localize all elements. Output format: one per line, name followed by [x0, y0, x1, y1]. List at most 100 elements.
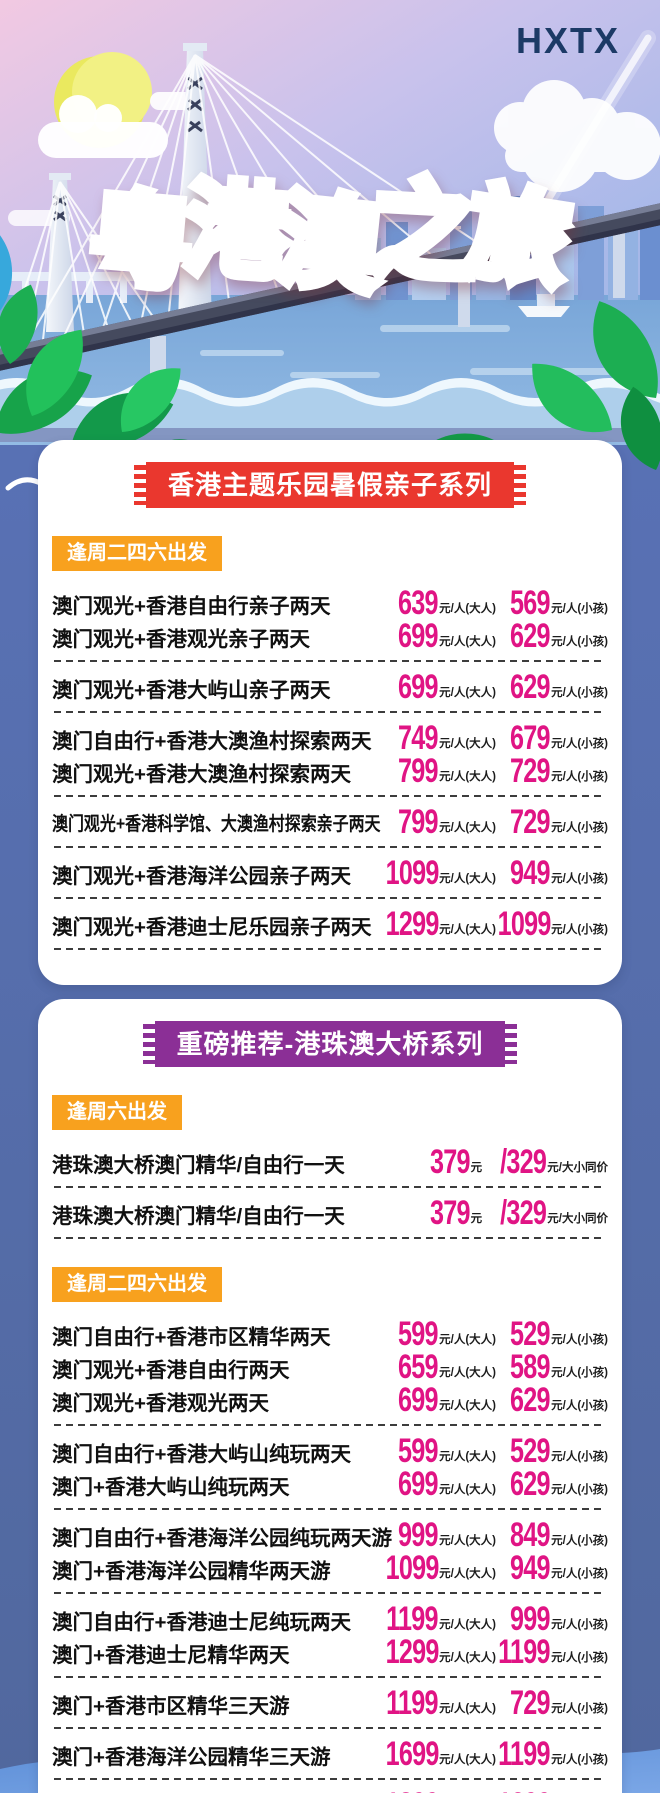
tour-name: 澳门观光+香港海洋公园亲子两天	[52, 864, 351, 888]
price-adult: 999 元/人(大人)	[384, 1518, 496, 1552]
departure-badge: 逢周二四六出发	[52, 536, 222, 571]
price-value: 1199	[386, 1684, 439, 1723]
tour-name: 澳门观光+香港观光两天	[52, 1391, 269, 1415]
price-value: 639	[398, 584, 439, 623]
price-group: 1299 元/人(大人) 1199 元/人(小孩)	[384, 1635, 608, 1669]
price-child: 629 元/人(小孩)	[498, 617, 608, 656]
price-adult: 699 元/人(大人)	[384, 1383, 496, 1417]
price-value: 659	[398, 1348, 439, 1387]
price-unit: 元/人(小孩)	[551, 737, 608, 750]
price-unit: 元/人(大人)	[439, 1366, 496, 1379]
tour-group: 澳门+香港海洋公园精华三天游 1699 元/人(大人) 1199 元/人(小孩)	[52, 1732, 608, 1775]
price-adult: 599 元/人(大人)	[384, 1432, 496, 1471]
price-adult: 1099 元/人(大人)	[384, 1551, 496, 1585]
section-banner-label: 重磅推荐-港珠澳大桥系列	[176, 1029, 484, 1059]
price-unit: 元/人(大人)	[439, 821, 496, 834]
dashed-divider	[54, 846, 606, 848]
price-value: 589	[510, 1348, 551, 1387]
departure-badge: 逢周六出发	[52, 1095, 182, 1130]
tour-row: 澳门自由行+香港大屿山纯玩两天 599 元/人(大人) 529 元/人(小孩)	[52, 1432, 608, 1471]
dashed-divider	[54, 660, 606, 662]
tour-name: 澳门自由行+香港市区精华两天	[52, 1325, 331, 1349]
price-unit: 元/大小同价	[547, 1161, 608, 1174]
tour-name: 港珠澳大桥澳门精华/自由行一天	[52, 1153, 345, 1177]
price-adult: 659 元/人(大人)	[384, 1348, 496, 1387]
series-card-hk-theme-park-series: 香港主题乐园暑假亲子系列 逢周二四六出发 澳门观光+香港自由行亲子两天 639 元/人(…	[38, 440, 622, 985]
price-group: 379 元/329 元/大小同价	[416, 1145, 608, 1179]
tour-row: 澳门观光+香港大屿山亲子两天 699 元/人(大人) 629 元/人(小孩)	[52, 668, 608, 707]
price-unit: 元/人(小孩)	[551, 1450, 608, 1463]
tour-row: 港珠澳大桥澳门精华/自由行一天 379 元/329 元/大小同价	[52, 1145, 608, 1179]
price-value: 1699	[385, 1735, 439, 1774]
price-group: 1299 元/人(大人) 1099 元/人(小孩)	[384, 907, 608, 941]
price-value: 629	[510, 668, 551, 707]
price-unit: 元/人(小孩)	[551, 1399, 608, 1412]
section-banner-label: 香港主题乐园暑假亲子系列	[167, 470, 492, 500]
tour-group: 港珠澳大桥澳门精华/自由行一天 379 元/329 元/大小同价	[52, 1140, 608, 1183]
price-group: 639 元/人(大人) 569 元/人(小孩)	[384, 584, 608, 623]
price-unit: 元/人(大人)	[439, 1702, 496, 1715]
price-child: 729 元/人(小孩)	[498, 1686, 608, 1720]
tour-group: 澳门观光+香港科学馆、大澳渔村探索亲子两天 799 元/人(大人) 729 元/人(小孩…	[52, 800, 608, 843]
price-unit: 元/人(大人)	[439, 923, 496, 936]
price-value: 629	[510, 617, 551, 656]
price-value: 999	[510, 1600, 551, 1639]
price-child: 629 元/人(小孩)	[498, 1383, 608, 1417]
price-adult: 699 元/人(大人)	[384, 1467, 496, 1501]
dashed-divider	[54, 711, 606, 713]
price-value: 629	[510, 1465, 551, 1504]
price-unit: 元/人(大人)	[439, 1534, 496, 1547]
price-child: 529 元/人(小孩)	[498, 1315, 608, 1354]
price-unit: 元/人(小孩)	[551, 686, 608, 699]
dashed-divider	[54, 1508, 606, 1510]
price-value: 379	[429, 1194, 470, 1233]
price-unit: 元/人(大人)	[439, 1483, 496, 1496]
price-group: 659 元/人(大人) 589 元/人(小孩)	[384, 1348, 608, 1387]
tour-name: 澳门+香港市区精华三天游	[52, 1694, 290, 1718]
price-unit: 元/人(小孩)	[551, 602, 608, 615]
price-value: 1899	[385, 1788, 439, 1793]
price-adult: 749 元/人(大人)	[384, 721, 496, 755]
price-unit: 元/人(大人)	[439, 686, 496, 699]
price-unit: 元/人(小孩)	[551, 1651, 608, 1664]
tour-name: 澳门自由行+香港大澳渔村探索两天	[52, 729, 372, 753]
price-unit: 元/人(小孩)	[551, 821, 608, 834]
price-unit: 元/人(大人)	[439, 1567, 496, 1580]
price-unit: 元	[470, 1212, 483, 1225]
price-child: 529 元/人(小孩)	[498, 1434, 608, 1468]
price-combined: 379 元	[416, 1145, 482, 1179]
price-adult: 1299 元/人(大人)	[384, 1635, 496, 1669]
price-adult: 1199 元/人(大人)	[384, 1684, 496, 1723]
price-value: 1299	[497, 1788, 551, 1793]
tour-row: 澳门观光+香港迪士尼乐园亲子两天 1299 元/人(大人) 1099 元/人(小孩)	[52, 907, 608, 941]
dashed-divider	[54, 1676, 606, 1678]
price-value: 949	[510, 1549, 551, 1588]
price-child: 1099 元/人(小孩)	[497, 907, 608, 941]
price-value: 599	[398, 1432, 439, 1471]
price-adult: 699 元/人(大人)	[384, 619, 496, 653]
dashed-divider	[54, 1186, 606, 1188]
dashed-divider	[54, 1778, 606, 1780]
price-value: 1199	[498, 1735, 551, 1774]
price-adult: 639 元/人(大人)	[384, 584, 496, 623]
price-value: 849	[510, 1516, 551, 1555]
tour-name: 港珠澳大桥澳门精华/自由行一天	[52, 1204, 345, 1228]
tour-name: 澳门+香港大屿山纯玩两天	[52, 1475, 290, 1499]
price-adult: 1199 元/人(大人)	[384, 1602, 496, 1636]
price-group: 599 元/人(大人) 529 元/人(小孩)	[384, 1432, 608, 1471]
price-combined: 379 元	[416, 1194, 483, 1233]
tour-group: 港珠澳大桥澳门精华/自由行一天 379 元/329 元/大小同价	[52, 1191, 608, 1234]
dashed-divider	[54, 948, 606, 950]
tour-group: 澳门观光+香港大屿山亲子两天 699 元/人(大人) 629 元/人(小孩)	[52, 665, 608, 708]
tour-group: 澳门自由行+香港海洋公园纯玩两天游 999 元/人(大人) 849 元/人(小孩) 澳门+…	[52, 1513, 608, 1589]
tour-row: 澳门观光+香港科学馆、大澳渔村探索亲子两天 799 元/人(大人) 729 元/人(小孩…	[52, 805, 608, 839]
price-unit: 元/人(小孩)	[551, 635, 608, 648]
tour-row: 澳门+香港迪士尼精华两天 1299 元/人(大人) 1199 元/人(小孩)	[52, 1635, 608, 1669]
dashed-divider	[54, 1592, 606, 1594]
price-unit: 元/人(大人)	[439, 1399, 496, 1412]
price-unit: 元/人(大人)	[439, 602, 496, 615]
price-value: 529	[510, 1315, 551, 1354]
